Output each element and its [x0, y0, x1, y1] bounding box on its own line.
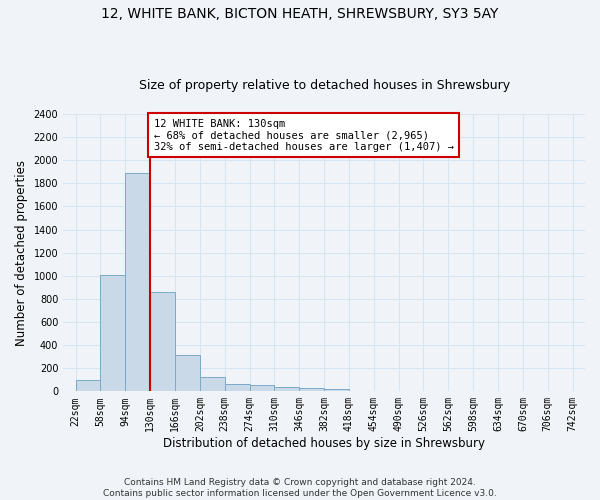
- Y-axis label: Number of detached properties: Number of detached properties: [15, 160, 28, 346]
- Text: 12 WHITE BANK: 130sqm
← 68% of detached houses are smaller (2,965)
32% of semi-d: 12 WHITE BANK: 130sqm ← 68% of detached …: [154, 118, 454, 152]
- Bar: [125, 173, 150, 392]
- Bar: [324, 389, 349, 392]
- Bar: [76, 380, 100, 392]
- Bar: [299, 388, 324, 392]
- Bar: [250, 385, 274, 392]
- Text: Contains HM Land Registry data © Crown copyright and database right 2024.
Contai: Contains HM Land Registry data © Crown c…: [103, 478, 497, 498]
- Bar: [200, 378, 224, 392]
- Bar: [150, 292, 175, 392]
- Title: Size of property relative to detached houses in Shrewsbury: Size of property relative to detached ho…: [139, 79, 509, 92]
- X-axis label: Distribution of detached houses by size in Shrewsbury: Distribution of detached houses by size …: [163, 437, 485, 450]
- Text: 12, WHITE BANK, BICTON HEATH, SHREWSBURY, SY3 5AY: 12, WHITE BANK, BICTON HEATH, SHREWSBURY…: [101, 8, 499, 22]
- Bar: [274, 386, 299, 392]
- Bar: [175, 355, 200, 392]
- Bar: [224, 384, 250, 392]
- Bar: [100, 274, 125, 392]
